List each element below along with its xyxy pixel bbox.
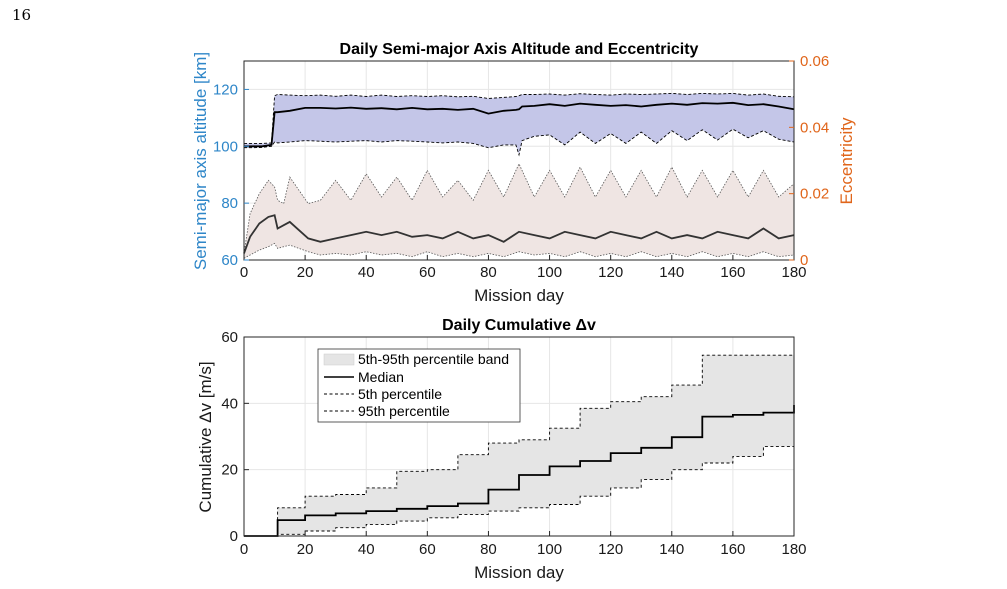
sma-p95-line	[244, 92, 795, 144]
dv-p5-line	[244, 442, 795, 537]
chart1-lines	[243, 101, 795, 254]
x-tick-label: 140	[659, 264, 684, 281]
chart2-y-label: Cumulative Δv [m/s]	[196, 361, 215, 512]
y-tick-label: 20	[221, 462, 238, 479]
dv-band	[244, 355, 794, 536]
x-tick-label: 0	[240, 264, 248, 281]
y-right-tick-label: 0.06	[800, 53, 829, 70]
x-tick-label: 140	[659, 541, 684, 558]
x-tick-label: 80	[480, 541, 497, 558]
chart2-y-ticks: 0 20 40 60	[221, 329, 249, 545]
y-tick-label: 60	[221, 252, 238, 269]
x-tick-label: 120	[598, 264, 623, 281]
chart2-frame	[243, 336, 795, 537]
chart1-title: Daily Semi-major Axis Altitude and Eccen…	[340, 41, 699, 58]
y-right-tick-label: 0.02	[800, 186, 829, 203]
x-tick-label: 0	[240, 541, 248, 558]
chart2-x-label: Mission day	[474, 563, 564, 582]
chart1-x-ticks: 0 20 40 60 80 100 120 140 160 180	[240, 255, 807, 281]
dv-median-line	[244, 405, 795, 537]
y-tick-label: 120	[213, 81, 238, 98]
chart2-legend: 5th-95th percentile band Median 5th perc…	[317, 348, 521, 423]
y-right-tick-label: 0	[800, 252, 808, 269]
x-tick-label: 40	[358, 264, 375, 281]
x-tick-label: 60	[419, 264, 436, 281]
chart2-x-ticks: 0 20 40 60 80 100 120 140 160 180	[240, 531, 807, 558]
x-tick-label: 100	[537, 541, 562, 558]
cumulative-dv-chart: Daily Cumulative Δv 0 20 40 60 80 100 120 140 16…	[196, 317, 807, 582]
y-tick-label: 100	[213, 138, 238, 155]
chart1-y-label: Semi-major axis altitude [km]	[191, 52, 210, 270]
legend-band-swatch	[323, 353, 355, 366]
x-tick-label: 180	[781, 264, 806, 281]
x-tick-label: 80	[480, 264, 497, 281]
sma-median-line	[244, 101, 795, 148]
x-tick-label: 60	[419, 541, 436, 558]
y-tick-label: 0	[230, 528, 238, 545]
legend-entry-median: Median	[358, 369, 404, 385]
dv-band-area	[244, 355, 794, 536]
y-right-tick-label: 0.04	[800, 119, 829, 136]
eccentricity-band	[243, 162, 795, 259]
eccentricity-band-area	[244, 163, 794, 259]
sma-p5-line	[244, 128, 795, 157]
x-tick-label: 180	[781, 541, 806, 558]
eccentricity-p5-line	[243, 242, 795, 259]
chart1-x-label: Mission day	[474, 286, 564, 305]
sma-eccentricity-chart: Daily Semi-major Axis Altitude and Eccen…	[191, 41, 856, 305]
x-tick-label: 160	[720, 541, 745, 558]
y-tick-label: 40	[221, 395, 238, 412]
chart1-frame	[243, 60, 795, 261]
x-tick-label: 40	[358, 541, 375, 558]
x-tick-label: 100	[537, 264, 562, 281]
eccentricity-median-line	[243, 214, 795, 254]
x-tick-label: 160	[720, 264, 745, 281]
chart2-title: Daily Cumulative Δv	[442, 317, 596, 334]
page-number: 16	[12, 6, 32, 24]
x-tick-label: 20	[297, 264, 314, 281]
dv-p95-line	[244, 354, 794, 537]
legend-entry-p5: 5th percentile	[358, 386, 442, 402]
y-tick-label: 80	[221, 195, 238, 212]
chart1-y-ticks: 60 80 100 120	[213, 81, 249, 269]
legend-entry-p95: 95th percentile	[358, 403, 450, 419]
chart1-y-ticks-right: 0 0.02 0.04 0.06	[789, 53, 829, 269]
chart1-y-label-right: Eccentricity	[837, 117, 856, 204]
chart2-lines	[244, 354, 795, 537]
y-tick-label: 60	[221, 329, 238, 346]
x-tick-label: 120	[598, 541, 623, 558]
x-tick-label: 20	[297, 541, 314, 558]
legend-entry-band: 5th-95th percentile band	[358, 351, 509, 367]
